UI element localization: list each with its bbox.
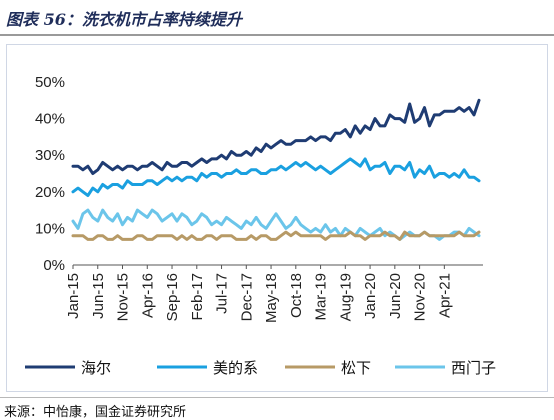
x-tick-label: May-18 (263, 273, 280, 323)
series-line-0 (71, 98, 481, 175)
legend-label: 西门子 (451, 359, 496, 377)
y-axis-ticks: 0% 10% 20% 30% 40% 50% (35, 74, 65, 274)
x-tick-label: Nov-15 (115, 273, 132, 321)
x-tick-label: Apr-16 (139, 273, 156, 318)
x-tick-label: Jan-15 (65, 273, 82, 319)
x-tick-label: Feb-17 (189, 273, 206, 321)
series-line-3 (71, 208, 481, 241)
x-tick-label: Aug-19 (337, 273, 354, 321)
series-lines (71, 98, 481, 241)
x-axis-ticks: Jan-15 Jun-15 Nov-15 Apr-16 Sep-16 Feb-17 Jul-… (65, 265, 453, 323)
y-tick-label: 50% (35, 74, 65, 91)
y-tick-label: 40% (35, 111, 65, 128)
source-note: 来源：中怡康，国金证券研究所 (4, 405, 187, 420)
x-tick-label: Sep-16 (164, 273, 181, 321)
legend-label: 海尔 (81, 359, 111, 377)
series-line-2 (71, 230, 481, 241)
figure-title: 图表 56：洗衣机市占率持续提升 (6, 10, 242, 29)
footer-divider (0, 397, 554, 398)
x-tick-label: Oct-18 (288, 273, 305, 318)
x-tick-label: Dec-17 (238, 273, 255, 321)
legend-label: 松下 (341, 359, 371, 377)
x-tick-label: Jan-20 (362, 273, 379, 319)
x-tick-label: Apr-21 (436, 273, 453, 318)
line-chart: 0% 10% 20% 30% 40% 50% Jan-15 Jun-15 Nov-15 Apr-… (25, 74, 496, 377)
chart-legend: 海尔 美的系 松下 西门子 (25, 359, 496, 377)
y-tick-label: 20% (35, 184, 65, 201)
chart-frame: 0% 10% 20% 30% 40% 50% Jan-15 Jun-15 Nov-15 Apr-… (6, 44, 548, 392)
series-line-1 (71, 157, 481, 197)
x-tick-label: Jun-15 (90, 273, 107, 319)
y-tick-label: 0% (43, 257, 65, 274)
x-tick-label: Mar-19 (313, 273, 330, 321)
y-tick-label: 10% (35, 220, 65, 237)
x-tick-label: Jun-20 (387, 273, 404, 319)
y-tick-label: 30% (35, 147, 65, 164)
x-tick-label: Jul-17 (214, 273, 231, 314)
x-tick-label: Nov-20 (412, 273, 429, 321)
title-divider (0, 34, 554, 36)
legend-label: 美的系 (213, 359, 258, 377)
